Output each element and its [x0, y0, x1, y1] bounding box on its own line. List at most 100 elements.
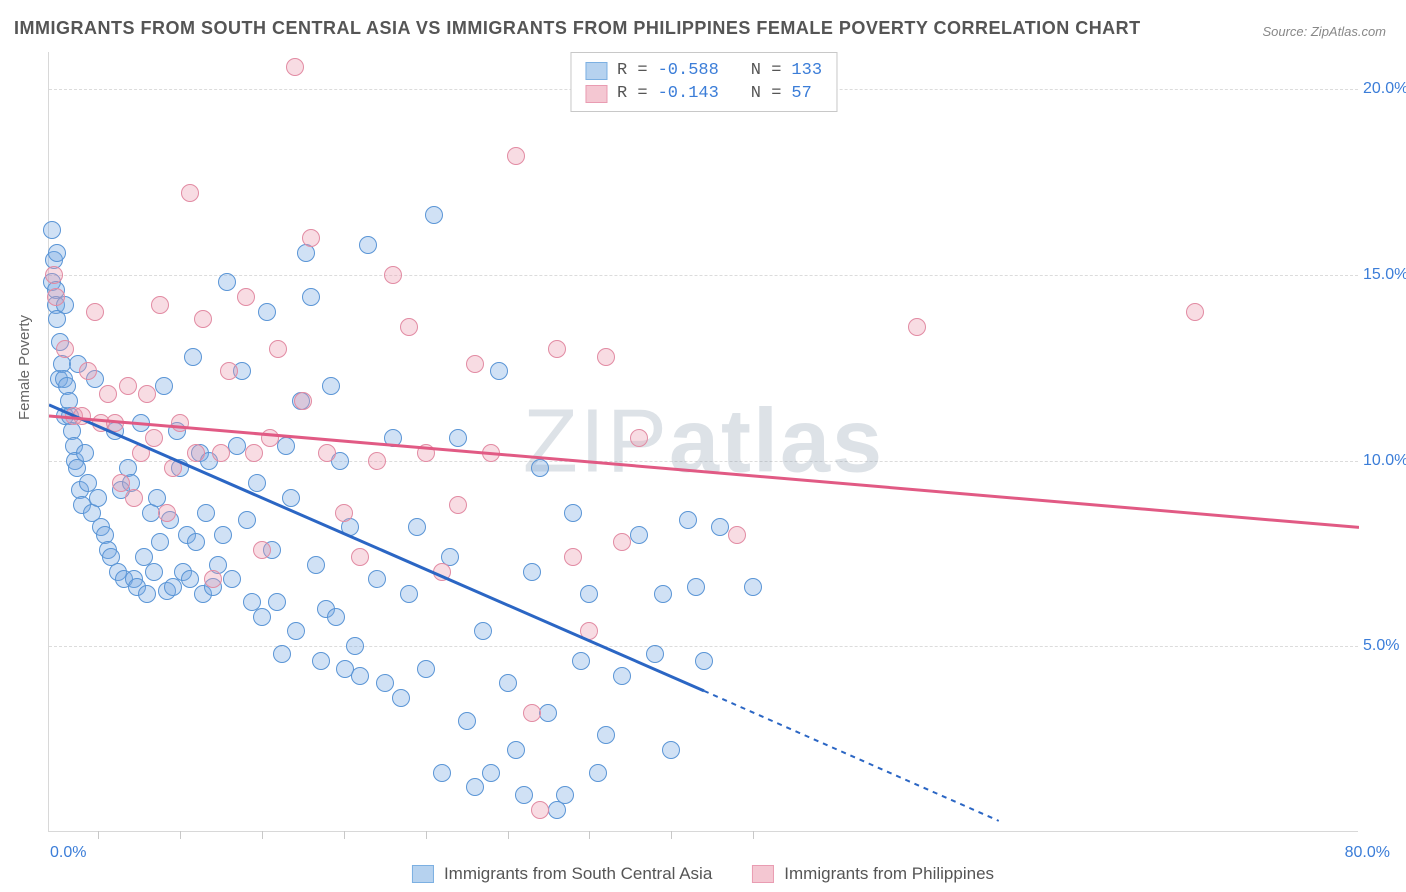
- chart-plot-area: ZIPatlas R =-0.588N = 133R =-0.143N = 57…: [48, 52, 1358, 832]
- data-point: [237, 288, 255, 306]
- data-point: [523, 563, 541, 581]
- data-point: [392, 689, 410, 707]
- data-point: [433, 764, 451, 782]
- legend-item: Immigrants from South Central Asia: [412, 864, 712, 884]
- data-point: [679, 511, 697, 529]
- legend-label: Immigrants from South Central Asia: [444, 864, 712, 884]
- data-point: [482, 444, 500, 462]
- legend-swatch: [585, 62, 607, 80]
- data-point: [145, 429, 163, 447]
- legend-swatch: [412, 865, 434, 883]
- data-point: [564, 504, 582, 522]
- data-point: [218, 273, 236, 291]
- x-axis-max-label: 80.0%: [1345, 844, 1390, 862]
- data-point: [48, 244, 66, 262]
- data-point: [214, 526, 232, 544]
- data-point: [204, 570, 222, 588]
- data-point: [695, 652, 713, 670]
- data-point: [253, 608, 271, 626]
- data-point: [138, 585, 156, 603]
- n-value: 57: [791, 84, 811, 103]
- data-point: [245, 444, 263, 462]
- r-label: R =: [617, 84, 648, 103]
- data-point: [294, 392, 312, 410]
- x-tick: [671, 831, 672, 839]
- data-point: [138, 385, 156, 403]
- chart-title: IMMIGRANTS FROM SOUTH CENTRAL ASIA VS IM…: [14, 18, 1141, 39]
- data-point: [277, 437, 295, 455]
- data-point: [273, 645, 291, 663]
- gridline: [49, 275, 1358, 276]
- y-tick-label: 20.0%: [1363, 80, 1406, 98]
- x-tick: [98, 831, 99, 839]
- y-tick-label: 10.0%: [1363, 452, 1406, 470]
- data-point: [312, 652, 330, 670]
- data-point: [433, 563, 451, 581]
- data-point: [515, 786, 533, 804]
- legend-swatch: [752, 865, 774, 883]
- data-point: [73, 407, 91, 425]
- data-point: [268, 593, 286, 611]
- data-point: [351, 667, 369, 685]
- data-point: [287, 622, 305, 640]
- data-point: [728, 526, 746, 544]
- data-point: [171, 414, 189, 432]
- data-point: [908, 318, 926, 336]
- data-point: [45, 266, 63, 284]
- data-point: [613, 667, 631, 685]
- data-point: [490, 362, 508, 380]
- data-point: [351, 548, 369, 566]
- x-axis-min-label: 0.0%: [50, 844, 86, 862]
- data-point: [99, 385, 117, 403]
- data-point: [507, 741, 525, 759]
- data-point: [384, 266, 402, 284]
- data-point: [531, 801, 549, 819]
- data-point: [368, 452, 386, 470]
- data-point: [194, 310, 212, 328]
- y-tick-label: 5.0%: [1363, 637, 1406, 655]
- data-point: [662, 741, 680, 759]
- source-label: Source: ZipAtlas.com: [1262, 24, 1386, 39]
- data-point: [318, 444, 336, 462]
- data-point: [261, 429, 279, 447]
- trend-line-extension: [704, 691, 999, 821]
- data-point: [368, 570, 386, 588]
- data-point: [302, 229, 320, 247]
- data-point: [327, 608, 345, 626]
- data-point: [400, 318, 418, 336]
- x-tick: [589, 831, 590, 839]
- data-point: [76, 444, 94, 462]
- data-point: [417, 444, 435, 462]
- data-point: [132, 414, 150, 432]
- data-point: [238, 511, 256, 529]
- x-tick: [426, 831, 427, 839]
- x-tick: [753, 831, 754, 839]
- data-point: [47, 288, 65, 306]
- data-point: [346, 637, 364, 655]
- data-point: [89, 489, 107, 507]
- data-point: [164, 459, 182, 477]
- data-point: [151, 296, 169, 314]
- n-label: N =: [751, 84, 782, 103]
- data-point: [466, 355, 484, 373]
- data-point: [1186, 303, 1204, 321]
- x-tick: [180, 831, 181, 839]
- data-point: [630, 429, 648, 447]
- data-point: [307, 556, 325, 574]
- data-point: [132, 444, 150, 462]
- data-point: [228, 437, 246, 455]
- data-point: [539, 704, 557, 722]
- data-point: [197, 504, 215, 522]
- data-point: [548, 340, 566, 358]
- data-point: [106, 414, 124, 432]
- data-point: [220, 362, 238, 380]
- data-point: [187, 533, 205, 551]
- data-point: [556, 786, 574, 804]
- data-point: [184, 348, 202, 366]
- data-point: [425, 206, 443, 224]
- bottom-legend: Immigrants from South Central AsiaImmigr…: [412, 864, 994, 884]
- data-point: [589, 764, 607, 782]
- data-point: [248, 474, 266, 492]
- data-point: [482, 764, 500, 782]
- data-point: [711, 518, 729, 536]
